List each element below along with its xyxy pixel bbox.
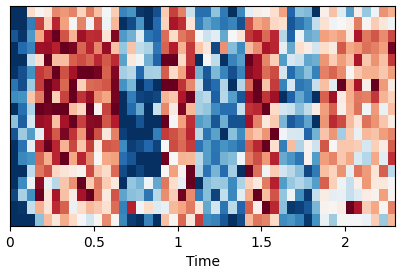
- X-axis label: Time: Time: [186, 255, 220, 270]
